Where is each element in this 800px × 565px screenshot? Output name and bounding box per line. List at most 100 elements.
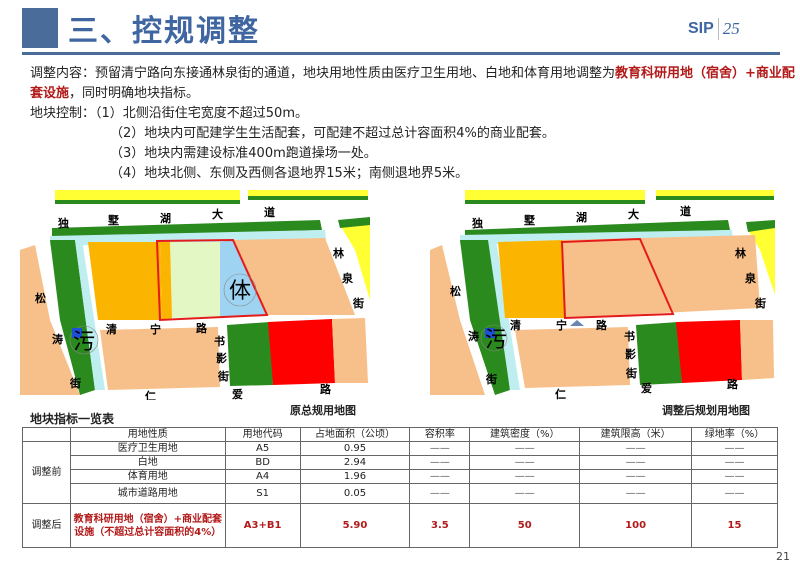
cell: 15	[691, 503, 778, 548]
header-cell: 用地代码	[224, 427, 301, 442]
svg-text:独: 独	[471, 216, 483, 230]
svg-text:仁: 仁	[145, 389, 156, 400]
sewage-label: 污	[73, 330, 95, 355]
svg-text:林: 林	[333, 246, 344, 260]
cell: ——	[409, 441, 471, 456]
intro-highlight: 教育科研用地（宿舍）+商业配套设施	[30, 66, 795, 101]
svg-text:湖: 湖	[160, 211, 171, 225]
svg-text:爱: 爱	[232, 388, 243, 400]
page-number: 21	[776, 550, 790, 563]
header-cell: 占地面积（公顷）	[299, 427, 411, 442]
cell: BD	[224, 455, 301, 470]
table-row: 调整前 医疗卫生用地 A5 0.95 —— —— —— ——	[22, 441, 778, 504]
cell: ——	[469, 441, 581, 456]
control-text: （1）北侧沿街住宅宽度不超过50m。	[95, 106, 308, 121]
logo-text: SIP	[688, 20, 714, 37]
svg-text:墅: 墅	[108, 214, 119, 227]
after-label: 调整后	[22, 503, 71, 548]
logo-mark: 25	[722, 19, 740, 38]
residential-block	[498, 240, 565, 318]
header-cell	[22, 427, 71, 442]
header-cell: 建筑限高（米）	[579, 427, 693, 442]
yellow-block	[55, 190, 240, 202]
adjusted-land-use-map: 污 独墅湖大道 林泉街 清宁路 书影街 松涛街 仁爱路	[430, 190, 775, 400]
cell: ——	[691, 483, 778, 504]
site-boundary	[155, 238, 269, 322]
original-land-use-map: 体 污 独墅湖大道 林泉街 清宁路 书影街 松涛街 仁爱路	[20, 190, 370, 400]
sewage-label: 污	[485, 328, 507, 353]
adjusted-map-caption: 调整后规划用地图	[662, 404, 750, 417]
sports-land	[220, 240, 267, 317]
svg-text:街: 街	[485, 372, 497, 386]
green-belt	[465, 220, 730, 237]
svg-text:湖: 湖	[576, 210, 587, 224]
table-row: 白地 BD 2.94 —— —— —— ——	[23, 455, 778, 470]
road-labels: 独墅湖大道 林泉街 清宁路 书影街 松涛街 仁爱路	[450, 204, 766, 400]
cell: 1.96	[299, 469, 411, 484]
cell: 5.90	[299, 503, 411, 548]
cell: S1	[224, 483, 301, 504]
cell: ——	[469, 455, 581, 470]
cell: ——	[691, 441, 778, 456]
cell: ——	[409, 455, 471, 470]
cell: ——	[409, 469, 471, 484]
green-belt	[52, 220, 322, 238]
svg-text:泉: 泉	[744, 271, 757, 285]
page-title: 三、控规调整	[68, 14, 260, 49]
svg-text:清: 清	[510, 318, 521, 332]
cell: ——	[409, 483, 471, 504]
cell: ——	[469, 483, 581, 504]
header-cell: 容积率	[409, 427, 471, 442]
site-boundary	[560, 237, 675, 320]
svg-text:松: 松	[35, 291, 46, 305]
cell: A4	[224, 469, 301, 484]
table-header-row: 用地性质 用地代码 占地面积（公顷） 容积率 建筑密度（%） 建筑限高（米） 绿地率（%）	[22, 427, 778, 442]
cell: 50	[469, 503, 581, 548]
svg-text:清: 清	[106, 322, 117, 336]
svg-text:道: 道	[680, 204, 691, 218]
svg-text:影: 影	[216, 351, 227, 365]
sport-label: 体	[229, 279, 251, 304]
svg-text:街: 街	[754, 296, 766, 310]
logo-divider	[717, 18, 719, 40]
svg-text:泉: 泉	[341, 271, 354, 285]
table-row: 城市道路用地 S1 0.05 —— —— —— ——	[23, 483, 778, 504]
svg-text:宁: 宁	[556, 318, 567, 332]
cell: 0.95	[299, 441, 411, 456]
svg-text:大: 大	[212, 207, 223, 221]
cell: ——	[469, 469, 581, 484]
intro-prefix: 调整内容：预留清宁路向东接通林泉街的通道，地块用地性质由医疗卫生用地、白地和体育…	[30, 66, 616, 81]
cell: ——	[579, 483, 693, 504]
cell: 医疗卫生用地	[69, 441, 226, 456]
content-text: 调整内容：预留清宁路向东接通林泉街的通道，地块用地性质由医疗卫生用地、白地和体育…	[30, 64, 800, 184]
cell: 体育用地	[69, 469, 226, 484]
svg-text:书: 书	[624, 329, 635, 343]
svg-text:涛: 涛	[468, 329, 479, 343]
table-title: 地块指标一览表	[30, 412, 115, 426]
svg-text:宁: 宁	[150, 322, 161, 336]
white-land	[170, 242, 220, 318]
header-accent-bar	[22, 8, 58, 48]
before-label: 调整前	[22, 441, 71, 504]
cell: ——	[579, 455, 693, 470]
cell: ——	[579, 469, 693, 484]
cell: 0.05	[299, 483, 411, 504]
svg-text:仁: 仁	[555, 387, 566, 400]
green-river	[50, 240, 95, 395]
cell: 白地	[69, 455, 226, 470]
land-indicator-table: 用地性质 用地代码 占地面积（公顷） 容积率 建筑密度（%） 建筑限高（米） 绿地率（%） …	[22, 427, 778, 548]
cell: 100	[579, 503, 693, 548]
residential-block	[88, 242, 162, 320]
cell: 3.5	[409, 503, 471, 548]
svg-text:松: 松	[450, 284, 461, 298]
svg-text:街: 街	[69, 376, 81, 390]
cell: A3+B1	[224, 503, 301, 548]
intro-suffix: ，同时明确地块指标。	[69, 86, 200, 101]
svg-text:街: 街	[625, 366, 637, 380]
sip-logo: SIP 25	[688, 16, 740, 42]
cell: ——	[691, 469, 778, 484]
header-cell: 绿地率（%）	[691, 427, 778, 442]
header-divider	[22, 52, 780, 55]
control-label: 地块控制：	[30, 106, 96, 121]
access-marker	[570, 320, 584, 326]
